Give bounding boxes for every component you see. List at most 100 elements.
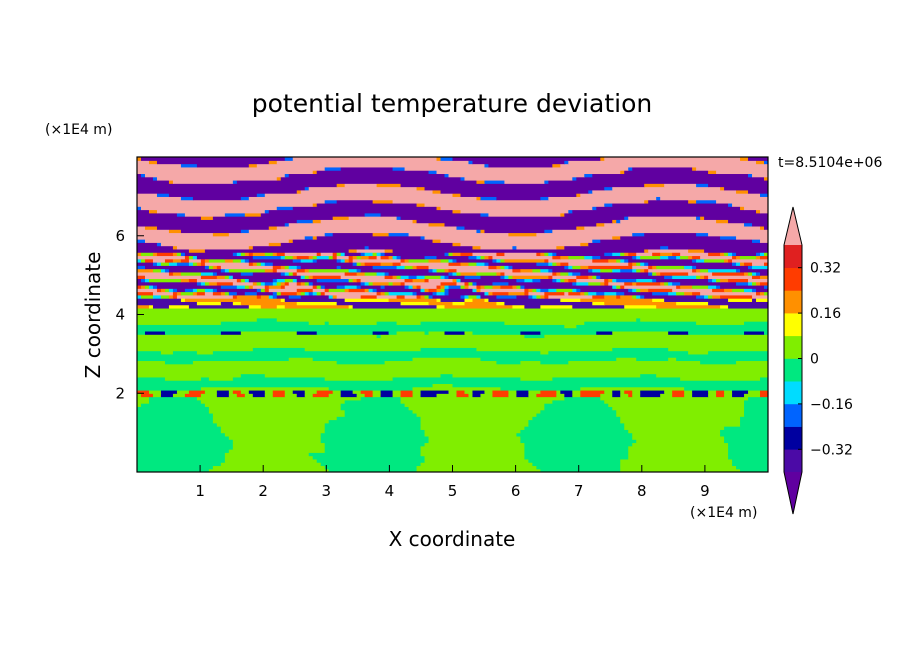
contour-cell: [160, 262, 170, 266]
contour-cell: [256, 288, 262, 293]
contour-cell: [296, 281, 302, 286]
contour-cell: [300, 281, 306, 286]
contour-cell: [140, 294, 154, 299]
contour-cell: [324, 288, 330, 293]
contour-cell: [160, 288, 166, 293]
contour-cell: [432, 291, 438, 296]
contour-cell: [204, 403, 342, 407]
contour-cell: [664, 298, 729, 302]
contour-cell: [137, 157, 142, 161]
contour-cell: [640, 288, 649, 293]
contour-cell: [268, 225, 278, 230]
contour-cell: [648, 268, 693, 273]
contour-cell: [564, 245, 661, 250]
contour-cell: [540, 304, 573, 309]
contour-cell: [476, 288, 482, 293]
contour-cell: [504, 301, 593, 306]
contour-cell: [137, 301, 198, 306]
contour-cell: [332, 232, 374, 237]
contour-cell: [300, 291, 306, 296]
contour-cell: [428, 435, 521, 440]
contour-cell: [540, 294, 545, 299]
contour-cell: [608, 403, 745, 407]
contour-cell: [360, 284, 382, 289]
contour-cell: [640, 393, 661, 398]
contour-cell: [376, 321, 398, 325]
contour-cell: [340, 258, 346, 263]
contour-cell: [272, 262, 354, 266]
contour-cell: [572, 281, 577, 286]
contour-cell: [396, 294, 406, 299]
contour-cell: [188, 248, 206, 253]
contour-cell: [328, 321, 378, 325]
contour-cell: [392, 275, 398, 280]
contour-cell: [660, 393, 673, 398]
contour-cell: [137, 317, 258, 322]
contour-cell: [160, 242, 270, 247]
contour-cell: [556, 262, 561, 266]
contour-cell: [332, 389, 342, 394]
contour-cell: [137, 239, 146, 243]
chart-title: potential temperature deviation: [252, 89, 652, 118]
contour-cell: [348, 216, 398, 220]
contour-cell: [496, 258, 502, 263]
contour-cell: [428, 288, 438, 293]
contour-cell: [488, 255, 494, 260]
contour-cell: [232, 294, 238, 299]
contour-cell: [632, 294, 637, 299]
contour-cell: [728, 304, 768, 309]
contour-cell: [724, 435, 768, 440]
contour-cell: [748, 281, 753, 286]
contour-cell: [176, 262, 190, 266]
contour-cell: [508, 275, 513, 280]
contour-cell: [436, 298, 442, 302]
contour-cell: [500, 284, 513, 289]
contour-cell: [728, 278, 749, 283]
contour-cell: [216, 288, 258, 293]
contour-cell: [728, 442, 768, 447]
contour-cell: [392, 376, 521, 381]
contour-cell: [148, 160, 158, 165]
contour-cell: [137, 419, 214, 424]
contour-cell: [188, 389, 206, 394]
contour-cell: [384, 275, 394, 280]
x-tick-label: 3: [322, 482, 332, 500]
contour-cell: [592, 255, 601, 260]
contour-cell: [504, 271, 553, 276]
contour-cell: [576, 193, 581, 197]
contour-cell: [308, 275, 314, 280]
contour-cell: [312, 393, 330, 398]
contour-cell: [188, 255, 194, 260]
contour-cell: [380, 262, 394, 266]
contour-cell: [312, 288, 326, 293]
contour-cell: [476, 271, 498, 276]
contour-cell: [424, 278, 430, 283]
contour-cell: [724, 258, 729, 263]
x-tick-label: 9: [700, 482, 710, 500]
contour-cell: [732, 252, 737, 257]
contour-cell: [636, 262, 641, 266]
contour-cell: [744, 288, 753, 293]
contour-cell: [380, 389, 394, 394]
colorbar-bin: [784, 267, 802, 291]
contour-cell: [760, 255, 768, 260]
contour-cell: [372, 281, 390, 286]
contour-cell: [400, 216, 625, 220]
contour-cell: [308, 268, 350, 273]
contour-cell: [192, 291, 198, 296]
colorbar-bin: [784, 426, 802, 450]
contour-cell: [336, 265, 342, 270]
contour-cell: [464, 281, 470, 286]
contour-cell: [520, 439, 637, 444]
contour-cell: [400, 399, 553, 404]
contour-cell: [148, 399, 202, 404]
contour-cell: [636, 252, 653, 257]
contour-cell: [468, 393, 474, 398]
contour-cell: [352, 304, 438, 309]
contour-cell: [712, 278, 717, 283]
contour-cell: [428, 265, 490, 270]
contour-cell: [572, 393, 581, 398]
contour-cell: [376, 294, 398, 299]
contour-cell: [536, 232, 633, 237]
contour-cell: [640, 294, 645, 299]
